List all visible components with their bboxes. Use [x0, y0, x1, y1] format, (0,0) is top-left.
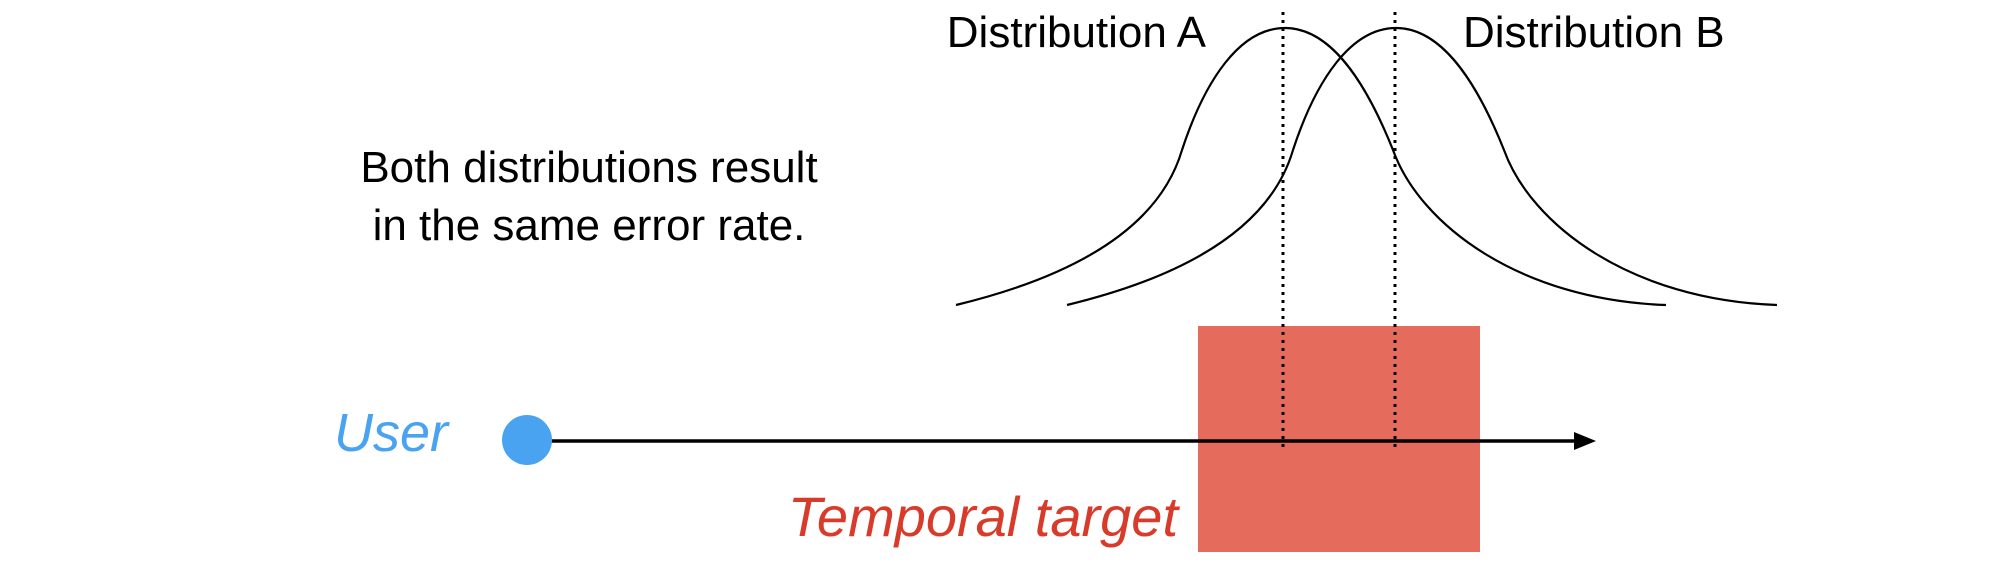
- distribution-a-label: Distribution A: [947, 8, 1207, 57]
- distribution-a-curve: [955, 26, 1667, 307]
- temporal-target-label: Temporal target: [788, 485, 1181, 548]
- note-line-1: Both distributions result: [360, 143, 817, 192]
- distribution-b-label: Distribution B: [1463, 8, 1725, 57]
- user-marker: [502, 415, 552, 465]
- note-line-2: in the same error rate.: [373, 201, 806, 250]
- timeline-arrowhead: [1574, 432, 1596, 450]
- temporal-target-region: [1198, 326, 1480, 552]
- user-label: User: [334, 403, 450, 463]
- distribution-b-curve: [1066, 26, 1778, 307]
